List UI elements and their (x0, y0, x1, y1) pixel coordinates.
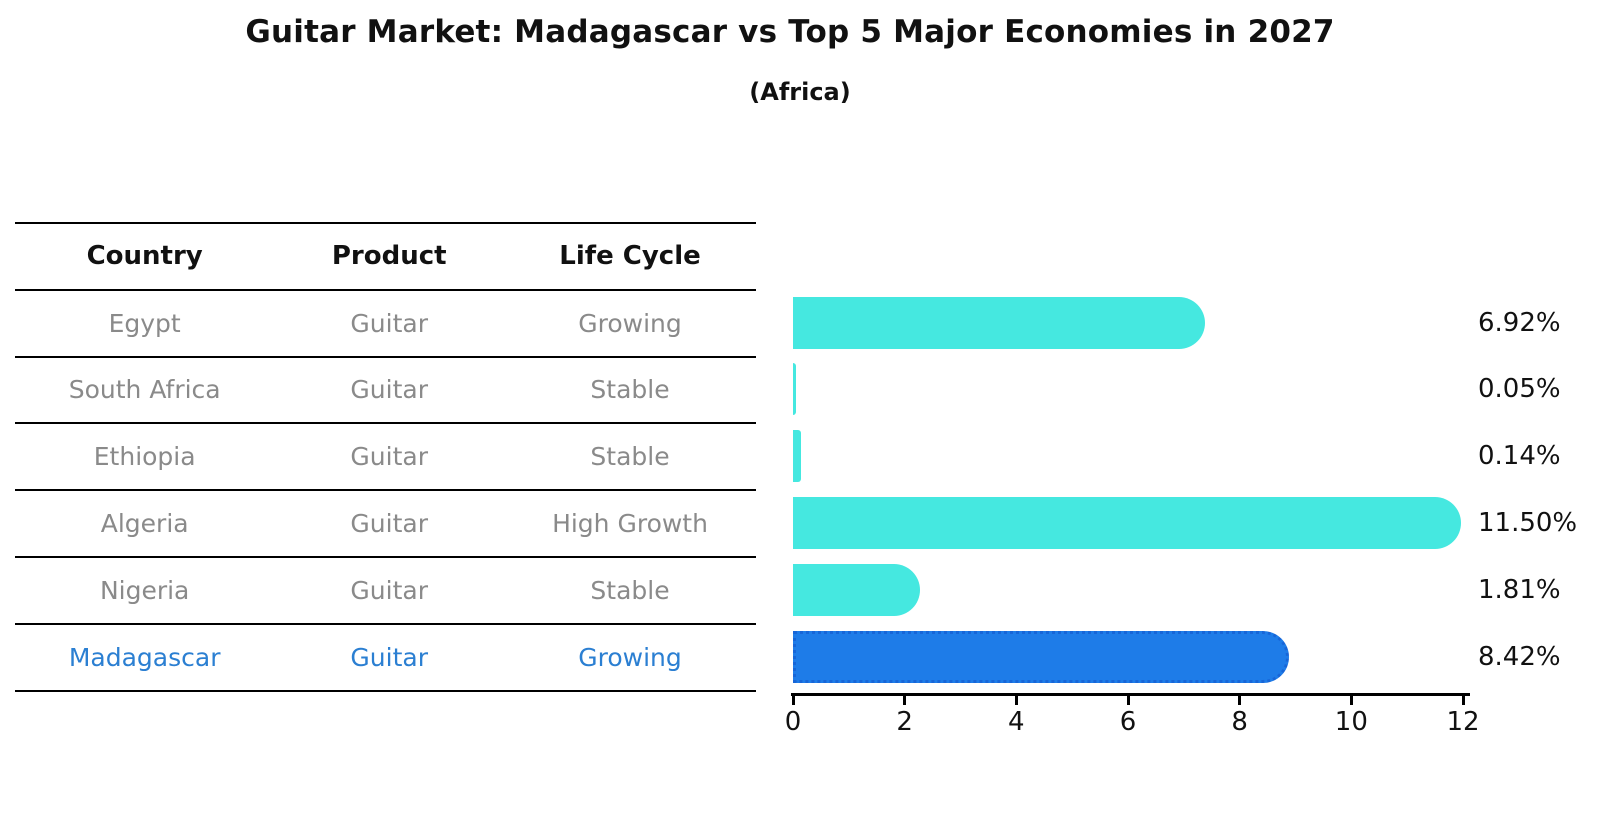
table-row: South Africa Guitar Stable (15, 355, 756, 423)
bar-value-label: 0.14% (1478, 441, 1561, 472)
table-row: Algeria Guitar High Growth (15, 489, 756, 556)
x-axis-tick (791, 696, 795, 705)
x-axis-tick-label: 4 (1008, 707, 1025, 737)
cell-product: Guitar (350, 308, 428, 338)
column-header-country: Country (86, 241, 203, 272)
cell-life-cycle: High Growth (552, 509, 708, 539)
cell-country: Ethiopia (93, 442, 196, 472)
x-axis-tick (1014, 696, 1018, 705)
x-axis-tick-label: 2 (896, 707, 913, 737)
cell-product: Guitar (350, 642, 428, 672)
country-table: Country Product Life Cycle Egypt Guitar Gr… (15, 222, 756, 692)
table-header-row: Country Product Life Cycle (15, 222, 756, 289)
x-axis-tick (1126, 696, 1130, 705)
bar-algeria (793, 497, 1462, 550)
cell-life-cycle: Stable (590, 575, 670, 605)
cell-life-cycle: Growing (578, 642, 682, 672)
table-body: Egypt Guitar Growing South Africa Guitar Stab… (15, 288, 756, 690)
bar-value-label: 1.81% (1478, 574, 1561, 605)
table-row: Nigeria Guitar Stable (15, 555, 756, 623)
table-row: Madagascar Guitar Growing (15, 622, 756, 690)
bar-value-label: 0.05% (1478, 374, 1561, 405)
bar-nigeria (793, 563, 921, 616)
bar-egypt (793, 296, 1206, 349)
cell-country: Egypt (108, 308, 181, 338)
cell-life-cycle: Growing (578, 308, 682, 338)
bar-ethiopia (793, 430, 801, 483)
chart-title: Guitar Market: Madagascar vs Top 5 Major… (245, 14, 1335, 50)
cell-country: Madagascar (68, 642, 221, 672)
column-header-life-cycle: Life Cycle (559, 241, 701, 272)
x-axis-spine (791, 693, 1470, 696)
x-axis-tick (1238, 696, 1242, 705)
x-axis-tick-label: 10 (1334, 707, 1368, 737)
cell-country: Algeria (100, 509, 189, 539)
bar-value-label: 6.92% (1478, 307, 1561, 338)
bar-south-africa (793, 363, 796, 416)
cell-product: Guitar (350, 442, 428, 472)
cell-life-cycle: Stable (590, 442, 670, 472)
column-header-product: Product (331, 241, 447, 272)
chart-subtitle: (Africa) (749, 78, 851, 106)
cell-country: South Africa (68, 375, 221, 405)
table-row: Ethiopia Guitar Stable (15, 422, 756, 489)
bar-value-label: 8.42% (1478, 641, 1561, 672)
x-axis-tick-label: 8 (1231, 707, 1248, 737)
cell-life-cycle: Stable (590, 375, 670, 405)
cell-country: Nigeria (99, 575, 190, 605)
x-axis-tick-label: 12 (1446, 707, 1480, 737)
x-axis-tick (903, 696, 907, 705)
x-axis-tick (1349, 696, 1353, 705)
cell-product: Guitar (350, 575, 428, 605)
x-axis-tick (1461, 696, 1465, 705)
cell-product: Guitar (350, 375, 428, 405)
x-axis-tick-label: 6 (1119, 707, 1137, 737)
cell-product: Guitar (350, 509, 428, 539)
bar-madagascar (793, 630, 1290, 683)
x-axis-tick-label: 0 (784, 707, 802, 737)
table-row: Egypt Guitar Growing (15, 288, 756, 356)
bar-value-label: 11.50% (1478, 508, 1578, 539)
